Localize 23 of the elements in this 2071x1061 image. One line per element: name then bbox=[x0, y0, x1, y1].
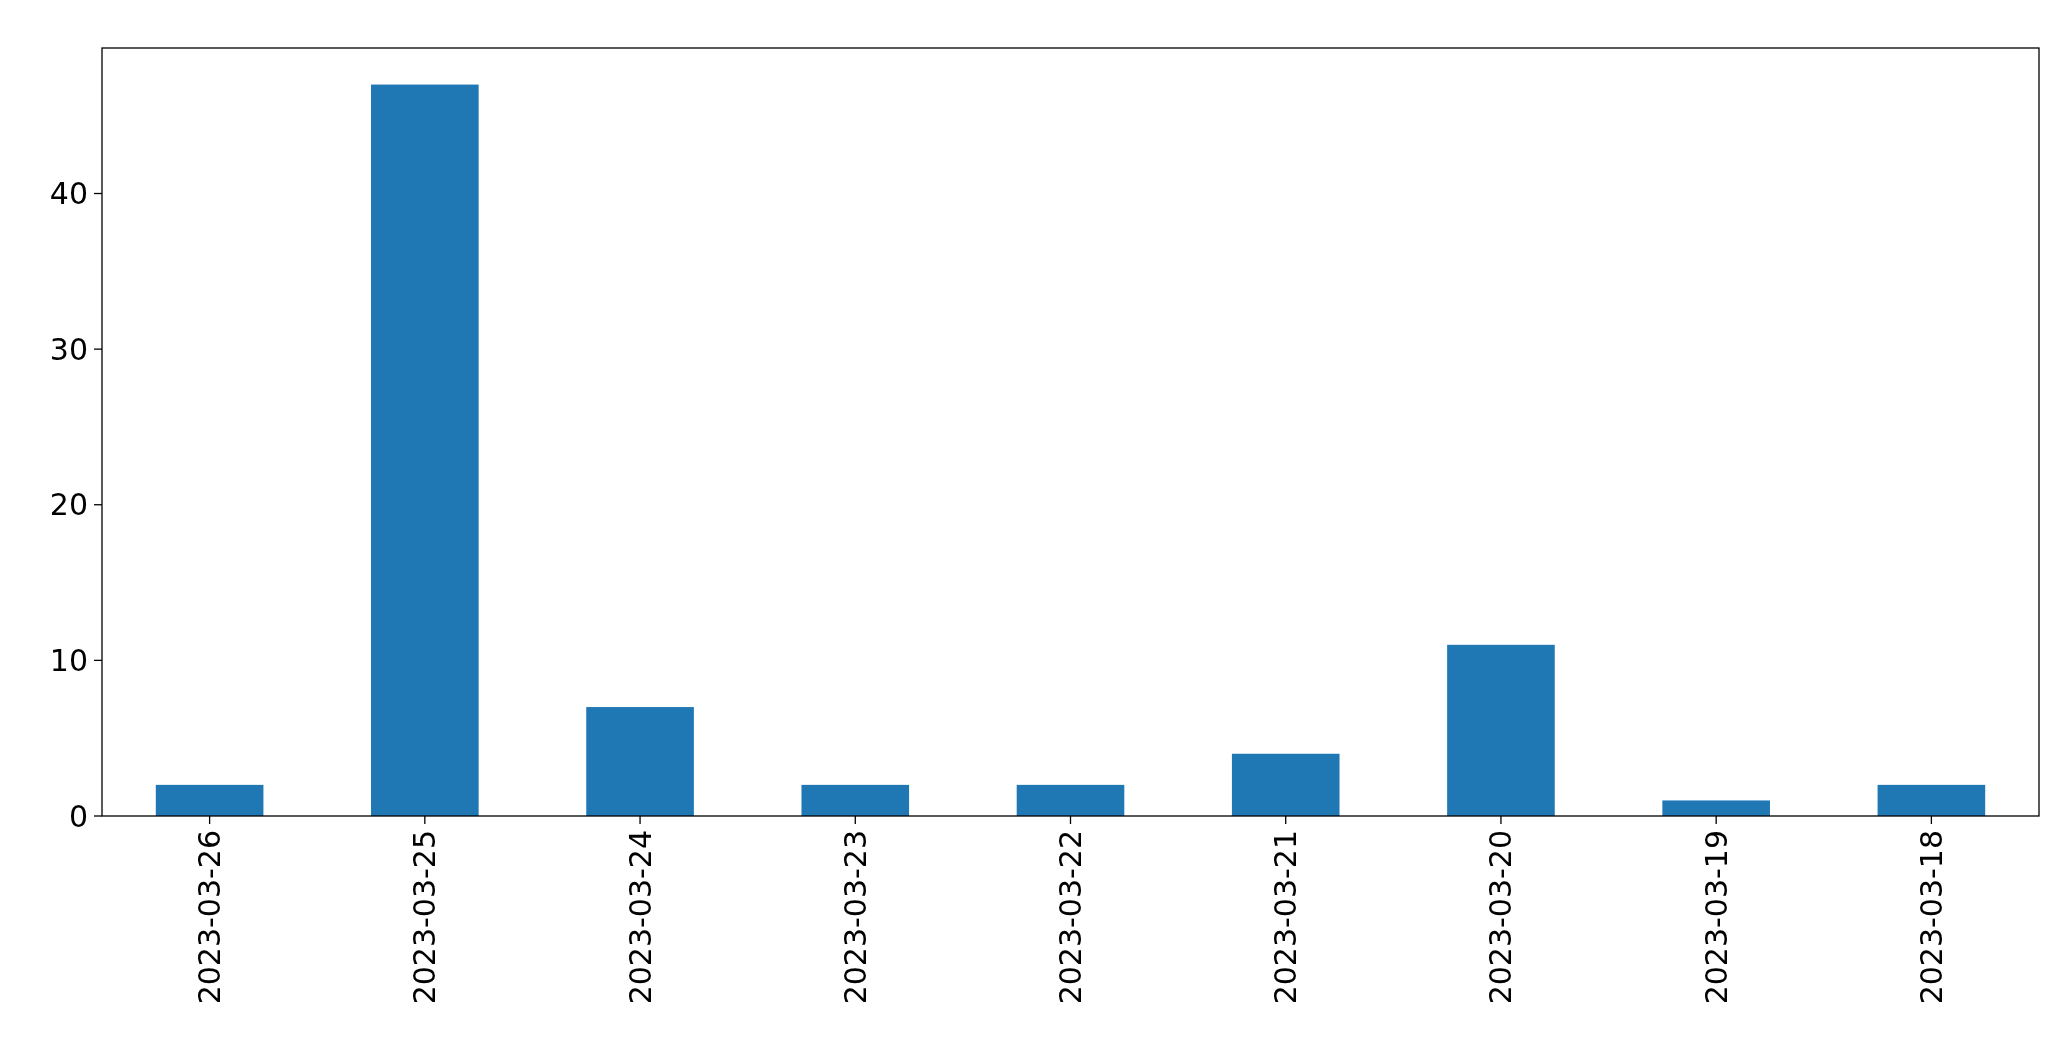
y-tick-label: 10 bbox=[49, 642, 88, 678]
bar bbox=[155, 784, 264, 816]
bar bbox=[586, 707, 694, 816]
y-tick-label: 0 bbox=[68, 798, 88, 834]
bar bbox=[1877, 784, 1986, 816]
x-tick-label: 2023-03-18 bbox=[1913, 830, 1949, 1005]
x-tick-label: 2023-03-26 bbox=[192, 830, 228, 1005]
bar bbox=[801, 784, 910, 816]
x-tick-label: 2023-03-23 bbox=[837, 830, 873, 1005]
x-tick-label: 2023-03-24 bbox=[622, 830, 658, 1005]
bar bbox=[1662, 800, 1770, 816]
y-tick-label: 20 bbox=[49, 487, 88, 523]
x-tick-label: 2023-03-25 bbox=[407, 830, 443, 1005]
y-tick-label: 40 bbox=[49, 176, 88, 212]
x-tick-label: 2023-03-20 bbox=[1483, 830, 1519, 1005]
bar bbox=[371, 84, 479, 816]
bar bbox=[1016, 784, 1125, 816]
y-tick-label: 30 bbox=[49, 331, 88, 367]
x-tick-label: 2023-03-19 bbox=[1698, 830, 1734, 1005]
bar bbox=[1231, 753, 1340, 816]
x-tick-label: 2023-03-22 bbox=[1053, 830, 1088, 1005]
x-tick-label: 2023-03-21 bbox=[1268, 830, 1304, 1005]
bar bbox=[1447, 644, 1555, 816]
